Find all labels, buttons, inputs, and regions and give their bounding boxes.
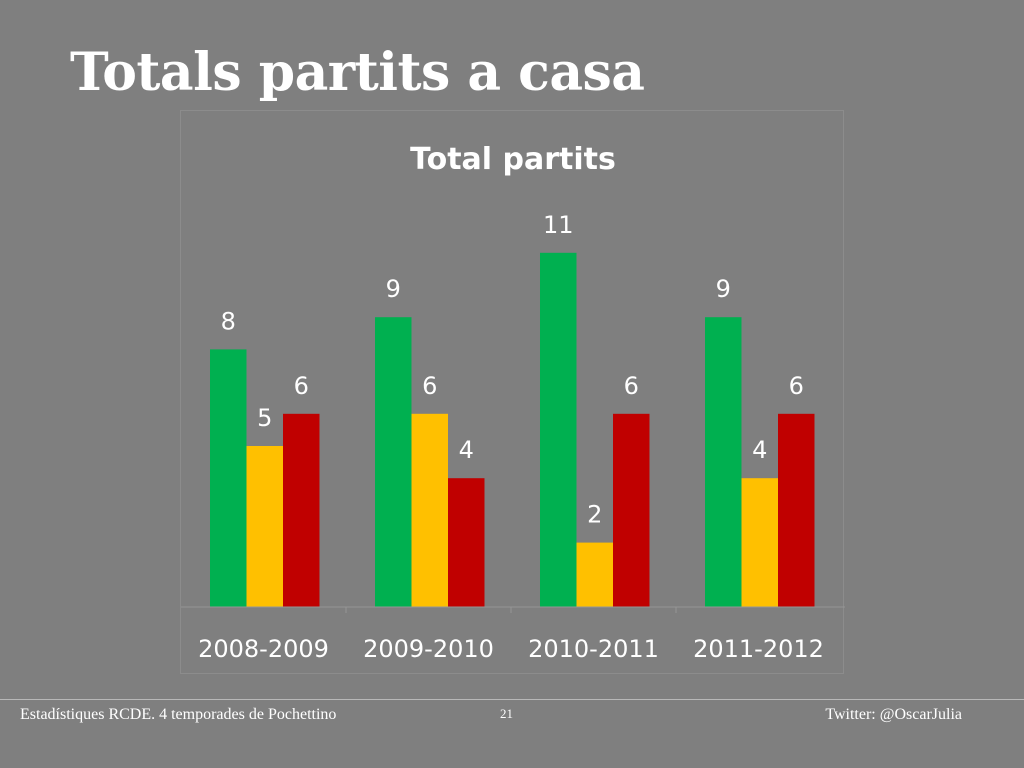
data-label: 8 [221, 307, 236, 335]
footer-divider [0, 699, 1024, 700]
chart-title: Total partits [410, 142, 616, 177]
bar-2008-2009-s2 [246, 446, 283, 607]
bar-2011-2012-s3 [778, 413, 815, 607]
bar-2008-2009-s3 [283, 413, 320, 607]
data-label: 4 [752, 436, 767, 464]
bar-2010-2011-s3 [613, 413, 650, 607]
x-tick-label: 2009-2010 [363, 635, 494, 663]
data-label: 9 [716, 275, 731, 303]
bar-2009-2010-s1 [375, 317, 412, 607]
data-label: 6 [789, 372, 804, 400]
data-label: 4 [459, 436, 474, 464]
bar-2009-2010-s3 [448, 478, 485, 607]
data-label: 5 [257, 404, 272, 432]
slide-title: Totals partits a casa [70, 42, 645, 103]
bar-2010-2011-s1 [540, 252, 577, 608]
data-label: 6 [624, 372, 639, 400]
bar-2010-2011-s2 [576, 542, 613, 607]
bar-2008-2009-s1 [210, 349, 247, 607]
bar-2011-2012-s1 [705, 317, 742, 607]
bar-2009-2010-s2 [411, 413, 448, 607]
data-label: 2 [587, 501, 602, 529]
data-label: 9 [386, 275, 401, 303]
data-label: 11 [543, 211, 574, 239]
chart-frame: Total partits 8 5 6 9 6 4 11 2 6 9 4 6 2008-2009 200… [180, 110, 845, 674]
x-tick-label: 2008-2009 [198, 635, 329, 663]
footer-caption: Estadístiques RCDE. 4 temporades de Poch… [20, 706, 337, 723]
x-tick-label: 2011-2012 [693, 635, 824, 663]
data-label: 6 [294, 372, 309, 400]
bars-layer [210, 252, 815, 608]
x-tick-label: 2010-2011 [528, 635, 659, 663]
page-number: 21 [500, 706, 513, 721]
data-label: 6 [422, 372, 437, 400]
footer-twitter: Twitter: @OscarJulia [825, 706, 962, 723]
x-axis-labels: 2008-2009 2009-2010 2010-2011 2011-2012 [198, 607, 824, 663]
bar-2011-2012-s2 [741, 478, 778, 607]
